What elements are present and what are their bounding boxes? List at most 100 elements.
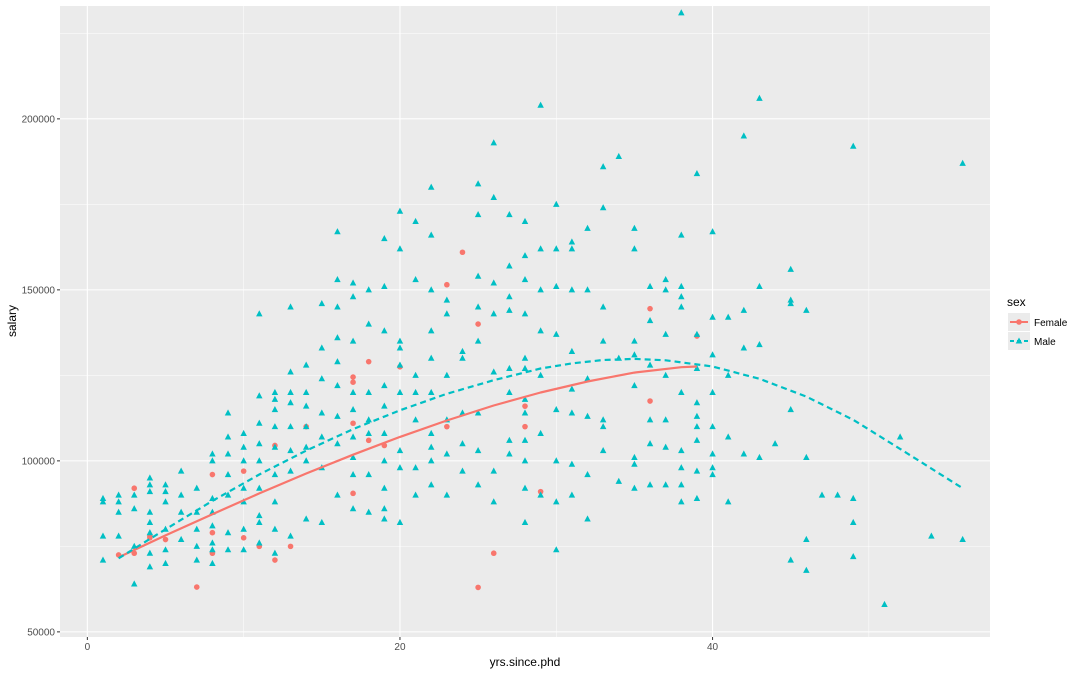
point-female (209, 529, 216, 536)
point-male (678, 231, 685, 238)
point-male (318, 518, 326, 525)
grid-minor (60, 6, 990, 637)
point-male (693, 399, 701, 406)
point-male (115, 491, 122, 498)
point-male (599, 204, 607, 211)
point-male (537, 286, 544, 293)
point-male (443, 371, 451, 378)
point-female (647, 305, 653, 312)
point-male (131, 491, 138, 498)
trend-line-male (118, 357, 964, 560)
point-male (474, 211, 482, 218)
y-tick-label: 150000 (22, 285, 56, 296)
point-male (584, 470, 591, 478)
point-male (177, 535, 185, 543)
point-male (553, 282, 560, 289)
point-male (474, 303, 482, 310)
point-male (193, 484, 201, 491)
point-male (787, 405, 794, 413)
trend-line-female (118, 365, 697, 559)
point-male (427, 286, 435, 293)
point-male (537, 371, 544, 378)
point-male (146, 488, 154, 495)
point-male (537, 327, 544, 334)
point-male (209, 457, 216, 464)
point-male (256, 440, 263, 447)
point-male (240, 525, 247, 532)
point-male (334, 382, 341, 389)
point-male (381, 429, 388, 437)
point-male (553, 405, 560, 413)
point-male (662, 276, 669, 283)
point-female (459, 249, 466, 256)
point-male (381, 402, 388, 409)
point-male (553, 546, 560, 553)
point-male (599, 303, 607, 310)
point-male (287, 532, 294, 539)
point-male (209, 546, 216, 553)
point-male (724, 498, 732, 505)
point-male (99, 498, 107, 505)
point-male (349, 337, 357, 344)
point-male (381, 327, 388, 334)
point-male (521, 310, 529, 317)
point-male (474, 272, 482, 279)
point-male (568, 460, 576, 467)
point-male (287, 368, 294, 375)
point-male (756, 453, 763, 460)
point-male (396, 361, 404, 368)
point-male (959, 535, 966, 543)
point-male (881, 600, 888, 608)
point-male (381, 484, 388, 491)
point-female (272, 557, 278, 563)
point-male (568, 245, 576, 252)
point-female (365, 437, 372, 444)
point-male (177, 467, 185, 474)
point-male (443, 310, 451, 317)
point-male (427, 388, 435, 395)
point-male (224, 546, 232, 553)
point-male (427, 429, 435, 437)
point-male (193, 556, 201, 563)
point-male (318, 433, 326, 440)
point-male (662, 443, 669, 450)
point-male (146, 549, 154, 556)
point-male (334, 334, 341, 341)
point-female (522, 423, 528, 430)
point-male (506, 388, 513, 395)
point-male (584, 515, 591, 522)
point-male (474, 481, 482, 488)
point-male (787, 556, 794, 563)
point-male (490, 368, 497, 375)
point-male (709, 450, 716, 457)
point-male (381, 282, 388, 289)
point-male (490, 279, 497, 286)
point-male (99, 532, 107, 539)
point-male (474, 409, 482, 416)
point-male (599, 163, 607, 170)
point-male (396, 337, 404, 344)
point-male (693, 494, 701, 502)
point-male (427, 457, 435, 464)
point-male (803, 453, 810, 460)
point-male (349, 293, 357, 300)
point-male (365, 286, 372, 293)
point-female (350, 490, 356, 497)
point-male (256, 539, 263, 546)
point-male (724, 371, 732, 378)
data-points (99, 9, 966, 608)
point-male (334, 276, 341, 283)
point-male (302, 388, 310, 395)
point-male (709, 423, 716, 430)
point-male (240, 429, 247, 437)
axis-ticks: 0 20 40 50000 100000 150000 200000 (22, 114, 719, 653)
point-male (834, 491, 841, 498)
point-male (381, 234, 388, 242)
point-male (334, 412, 341, 419)
y-tick-label: 100000 (22, 456, 56, 467)
point-male (177, 508, 185, 515)
point-male (334, 491, 341, 498)
point-male (146, 518, 154, 525)
point-male (224, 409, 232, 416)
